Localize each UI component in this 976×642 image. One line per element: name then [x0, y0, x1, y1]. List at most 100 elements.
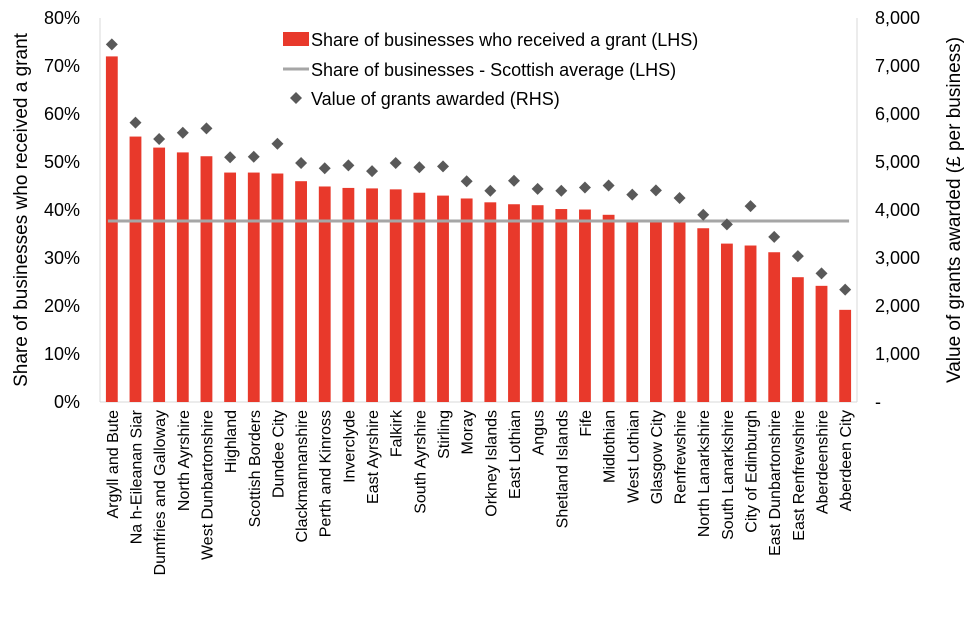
scatter-point — [791, 250, 804, 263]
bar — [626, 219, 639, 402]
scatter-point — [460, 175, 473, 188]
category-label: East Ayrshire — [365, 410, 382, 504]
scatter-point — [366, 165, 379, 178]
bar — [768, 252, 781, 402]
scatter-point — [697, 208, 710, 221]
category-label: Falkirk — [389, 409, 406, 457]
right-axis-title: Value of grants awarded (£ per business) — [944, 37, 965, 383]
scatter-point — [484, 184, 497, 197]
category-label: Dumfries and Galloway — [152, 410, 169, 575]
left-tick-label: 50% — [44, 152, 80, 172]
right-tick-label: 3,000 — [875, 248, 920, 268]
bar — [744, 245, 757, 402]
category-label: Shetland Islands — [554, 410, 571, 528]
category-label: East Dunbartonshire — [767, 410, 784, 556]
scatter-point — [129, 116, 142, 129]
right-tick-label: 6,000 — [875, 104, 920, 124]
scatter-point — [673, 192, 686, 204]
category-label: Moray — [460, 410, 477, 454]
category-label: Clackmannanshire — [294, 410, 311, 543]
left-axis-title: Share of businesses who received a grant — [11, 32, 32, 387]
left-tick-label: 70% — [44, 56, 80, 76]
left-tick-label: 60% — [44, 104, 80, 124]
left-tick-label: 0% — [54, 392, 80, 412]
scatter-point — [578, 181, 591, 194]
bar — [508, 204, 520, 402]
bar — [437, 195, 449, 402]
scatter-point — [531, 182, 544, 195]
bar — [484, 202, 497, 402]
category-label: Highland — [223, 410, 240, 473]
category-label: South Ayrshire — [412, 410, 429, 514]
right-tick-label: 8,000 — [875, 8, 920, 28]
scatter-point — [224, 151, 237, 164]
bar — [579, 209, 591, 402]
legend-line-label: Share of businesses - Scottish average (… — [311, 60, 676, 80]
scatter-point — [176, 126, 189, 139]
category-label: West Lothian — [625, 410, 642, 503]
bar — [460, 198, 473, 402]
bar — [389, 189, 402, 402]
bar — [720, 243, 733, 402]
category-label: Orkney Islands — [483, 410, 500, 517]
bar — [413, 192, 426, 402]
scatter-point — [744, 200, 757, 213]
bar — [366, 188, 378, 402]
legend-bar-label: Share of businesses who received a grant… — [311, 30, 698, 50]
scatter-point — [200, 122, 213, 135]
bar — [342, 187, 355, 402]
scatter-point — [295, 156, 308, 169]
scatter-series — [105, 38, 852, 296]
right-tick-label: 5,000 — [875, 152, 920, 172]
bar — [224, 172, 237, 402]
bar — [650, 221, 662, 402]
category-label: City of Edinburgh — [744, 410, 761, 533]
right-tick-label: 4,000 — [875, 200, 920, 220]
category-label: Argyll and Bute — [105, 410, 122, 519]
category-label: Stirling — [436, 410, 453, 459]
left-tick-label: 80% — [44, 8, 80, 28]
category-label: Midlothian — [602, 410, 619, 483]
bar — [176, 152, 189, 402]
scatter-point — [768, 230, 781, 243]
bar — [602, 214, 615, 402]
right-axis-ticks: - 1,000 2,000 3,000 4,000 5,000 6,000 7,000 8,00… — [875, 8, 920, 412]
right-tick-label: - — [875, 392, 881, 412]
category-label: North Lanarkshire — [696, 410, 713, 537]
scatter-point — [318, 162, 331, 175]
scatter-point — [437, 160, 450, 173]
bar — [153, 147, 166, 402]
category-label: North Ayrshire — [176, 410, 193, 511]
category-label: East Renfrewshire — [791, 410, 808, 541]
bar — [271, 173, 284, 402]
category-label: East Lothian — [507, 410, 524, 499]
scatter-point — [507, 174, 520, 187]
legend-diamond-marker — [290, 92, 302, 104]
right-tick-label: 7,000 — [875, 56, 920, 76]
bar — [295, 181, 307, 402]
category-label: Angus — [531, 410, 548, 455]
bar — [555, 209, 568, 402]
legend-bar-swatch — [283, 32, 309, 46]
legend: Share of businesses who received a grant… — [283, 30, 698, 109]
scatter-point — [413, 161, 426, 174]
category-label: Fife — [578, 410, 595, 437]
left-tick-label: 40% — [44, 200, 80, 220]
category-label: Dundee City — [270, 410, 287, 498]
scatter-point — [247, 150, 260, 163]
category-label: Na h-Eileanan Siar — [128, 409, 145, 544]
bar — [247, 172, 260, 402]
scatter-point — [153, 132, 166, 145]
category-label: Renfrewshire — [673, 410, 690, 504]
bar — [815, 285, 828, 402]
bar — [318, 186, 331, 402]
bar — [129, 136, 142, 402]
legend-scatter-label: Value of grants awarded (RHS) — [311, 89, 560, 109]
left-tick-label: 20% — [44, 296, 80, 316]
scatter-point — [602, 179, 615, 192]
category-label: Perth and Kinross — [318, 410, 335, 537]
bar — [697, 228, 710, 402]
left-tick-label: 10% — [44, 344, 80, 364]
category-label: West Dunbartonshire — [199, 410, 216, 560]
